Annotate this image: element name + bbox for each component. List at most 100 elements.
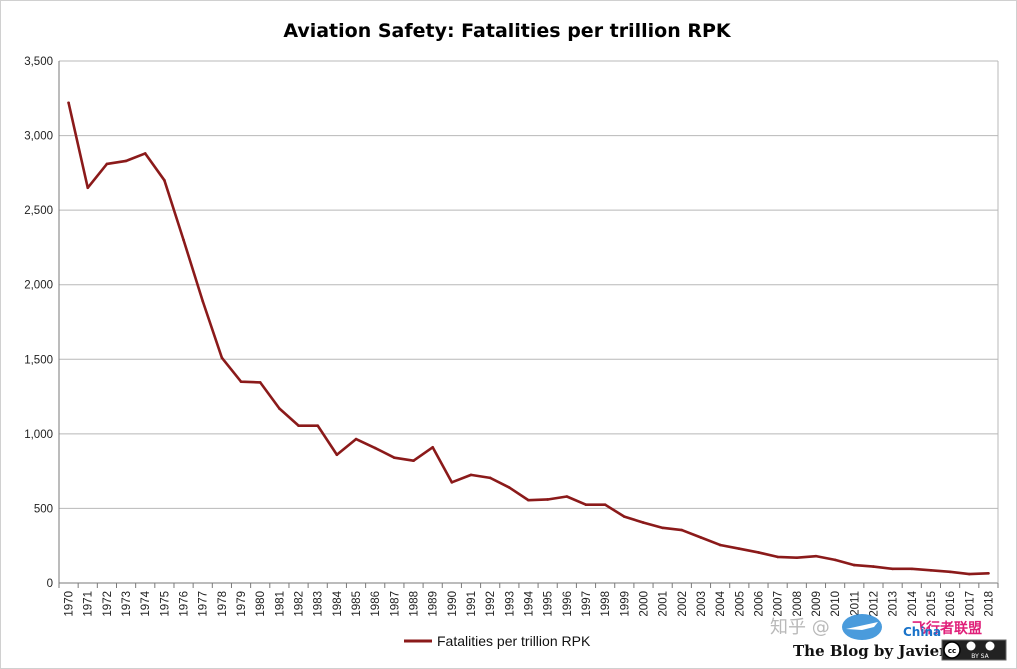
x-tick-label: 1997 bbox=[581, 591, 593, 617]
x-tick-label: 2008 bbox=[792, 591, 804, 617]
data-point-1996 bbox=[565, 495, 569, 498]
x-tick-label: 2004 bbox=[715, 590, 727, 616]
data-point-1991 bbox=[469, 473, 473, 477]
y-tick-label: 1,000 bbox=[24, 429, 53, 441]
y-axis-ticks: 0 500 1,000 1,500 2,000 2,500 3,000 3,500 bbox=[24, 56, 53, 590]
x-tick-label: 1994 bbox=[524, 590, 536, 616]
data-point-1979 bbox=[239, 380, 243, 383]
y-tick-label: 2,000 bbox=[24, 280, 53, 292]
x-tick-label: 1985 bbox=[351, 591, 363, 617]
grid-lines bbox=[59, 60, 998, 509]
data-point-2000 bbox=[642, 521, 645, 524]
data-point-1997 bbox=[584, 503, 588, 507]
data-point-2007 bbox=[776, 555, 779, 559]
data-point-1974 bbox=[143, 152, 147, 155]
x-tick-label: 1999 bbox=[619, 591, 631, 617]
y-tick-label: 500 bbox=[34, 503, 53, 515]
data-point-1982 bbox=[297, 424, 300, 427]
x-tick-label: 1972 bbox=[102, 591, 114, 617]
data-point-1971 bbox=[86, 186, 90, 190]
data-point-2011 bbox=[852, 563, 856, 567]
data-point-1976 bbox=[182, 238, 185, 242]
data-point-2018 bbox=[987, 572, 990, 575]
x-tick-label: 2009 bbox=[811, 591, 823, 617]
x-tick-label: 1988 bbox=[409, 591, 421, 617]
data-point-1998 bbox=[603, 503, 607, 507]
cc-label: BY SA bbox=[971, 653, 989, 660]
data-point-2001 bbox=[661, 526, 664, 530]
data-point-2008 bbox=[795, 556, 799, 559]
y-tick-label: 3,500 bbox=[24, 56, 53, 68]
watermark: 知乎 @ 飞行者联盟 China The Blog by Javier cc B… bbox=[770, 614, 1007, 661]
data-point-2003 bbox=[699, 536, 703, 539]
data-point-1994 bbox=[527, 498, 530, 502]
data-point-2002 bbox=[680, 528, 684, 532]
x-tick-label: 1986 bbox=[370, 591, 382, 617]
x-tick-label: 1993 bbox=[504, 591, 516, 617]
x-tick-label: 1990 bbox=[447, 591, 459, 617]
x-tick-label: 1977 bbox=[198, 591, 210, 617]
x-tick-label: 1982 bbox=[294, 591, 306, 617]
x-tick-label: 1987 bbox=[389, 591, 401, 617]
x-tick-label: 2006 bbox=[753, 591, 765, 617]
x-tick-label: 1998 bbox=[600, 591, 612, 617]
data-point-2009 bbox=[814, 554, 818, 558]
x-tick-label: 1975 bbox=[159, 591, 171, 617]
y-tick-label: 0 bbox=[47, 578, 53, 590]
data-point-2012 bbox=[872, 565, 875, 568]
data-point-2015 bbox=[929, 569, 933, 572]
x-tick-label: 1979 bbox=[236, 591, 248, 617]
data-point-1983 bbox=[316, 424, 320, 427]
x-tick-label: 2018 bbox=[983, 591, 995, 617]
svg-text:cc: cc bbox=[948, 647, 956, 655]
axes bbox=[58, 61, 999, 584]
x-tick-label: 2002 bbox=[677, 591, 689, 617]
data-point-1984 bbox=[335, 453, 339, 457]
y-tick-label: 3,000 bbox=[24, 131, 53, 143]
x-tick-label: 1984 bbox=[332, 590, 344, 616]
x-tick-label: 2017 bbox=[964, 591, 976, 617]
data-point-2004 bbox=[718, 543, 722, 547]
data-point-1973 bbox=[124, 159, 128, 163]
x-tick-label: 1981 bbox=[274, 591, 286, 617]
data-point-1986 bbox=[373, 446, 377, 450]
x-tick-label: 2016 bbox=[945, 591, 957, 617]
x-tick-label: 2014 bbox=[907, 590, 919, 616]
blog-watermark: The Blog by Javier bbox=[793, 642, 948, 660]
data-point-1975 bbox=[163, 179, 166, 182]
data-point-1978 bbox=[220, 356, 224, 360]
series-line-0 bbox=[67, 101, 990, 576]
data-point-1980 bbox=[258, 381, 262, 384]
data-point-1993 bbox=[508, 486, 511, 489]
data-point-1987 bbox=[393, 456, 396, 460]
x-tick-label: 1989 bbox=[428, 591, 440, 617]
data-point-2006 bbox=[757, 551, 760, 554]
x-axis-ticks: 1970 1971 1972 1973 1974 1975 1976 1977 1978 1979… bbox=[58, 583, 999, 617]
data-point-2014 bbox=[910, 567, 914, 571]
data-point-2005 bbox=[737, 547, 741, 550]
x-tick-label: 1971 bbox=[83, 591, 95, 617]
data-point-1988 bbox=[412, 459, 415, 463]
data-point-2010 bbox=[833, 558, 837, 562]
x-tick-label: 1991 bbox=[466, 591, 478, 617]
site-watermark-sub: China bbox=[903, 625, 941, 639]
x-tick-label: 1976 bbox=[179, 591, 191, 617]
x-tick-label: 1996 bbox=[562, 591, 574, 617]
data-point-1970 bbox=[67, 101, 70, 105]
site-watermark: 飞行者联盟 bbox=[912, 620, 982, 637]
x-tick-label: 1974 bbox=[140, 590, 152, 616]
data-point-2016 bbox=[948, 570, 952, 574]
data-point-2017 bbox=[967, 572, 971, 576]
x-tick-label: 1992 bbox=[485, 591, 497, 617]
x-tick-label: 2015 bbox=[926, 591, 938, 617]
legend: Fatalities per trillion RPK bbox=[404, 633, 591, 649]
data-point-1990 bbox=[450, 481, 454, 484]
x-tick-label: 2001 bbox=[658, 591, 670, 617]
x-tick-label: 1973 bbox=[121, 591, 133, 617]
data-point-2013 bbox=[891, 567, 894, 571]
x-tick-label: 1983 bbox=[313, 591, 325, 617]
data-point-1972 bbox=[105, 162, 109, 166]
cc-license-icon: cc BY SA bbox=[941, 639, 1007, 661]
x-tick-label: 2012 bbox=[868, 591, 880, 617]
